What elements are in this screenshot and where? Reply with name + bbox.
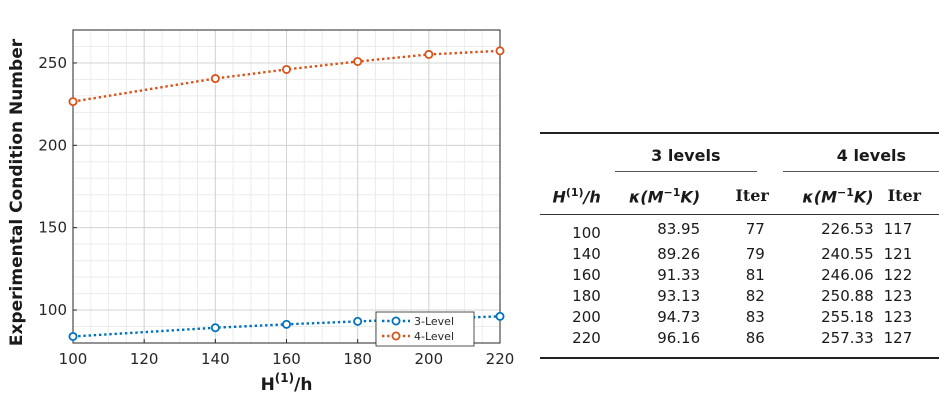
header-kappa-3: κ(M−1K) <box>628 185 701 206</box>
data-point <box>495 46 505 56</box>
table-cell: 91.33 <box>657 266 701 284</box>
table-row: 220 96.16 86 257.33 127 <box>540 328 939 349</box>
condition-number-chart: 100 120 140 160 180 200 220 100 150 200 250 Experi… <box>7 29 514 395</box>
table-row: 140 89.26 79 240.55 121 <box>540 244 939 265</box>
table-cell: 240.55 <box>821 245 874 263</box>
table-cell: 160 <box>572 266 601 284</box>
table-cell: 246.06 <box>821 266 874 284</box>
y-axis-label: Experimental Condition Number <box>7 38 27 346</box>
table-cell: 122 <box>883 266 913 284</box>
data-point <box>353 56 363 66</box>
group-header-3-levels: 3 levels <box>601 133 769 178</box>
data-point <box>281 319 291 329</box>
legend: 3-Level 4-Level <box>375 311 475 347</box>
table-cell: 255.18 <box>821 308 874 326</box>
table-row: 100 83.95 77 226.53 117 <box>540 214 939 244</box>
data-point <box>68 331 78 341</box>
table-cell: 220 <box>572 329 601 347</box>
data-point <box>353 316 363 326</box>
table-cell: 94.73 <box>657 308 701 326</box>
table-row: 180 93.13 82 250.88 123 <box>540 286 939 307</box>
axis-ticks: 100 120 140 160 180 200 220 100 150 200 250 <box>38 54 514 368</box>
data-point <box>68 97 78 107</box>
x-tick-label: 200 <box>415 350 444 368</box>
table-cell: 93.13 <box>657 287 701 305</box>
legend-label: 4-Level <box>414 330 454 343</box>
table-cell: 123 <box>883 308 913 326</box>
table-cell: 140 <box>572 245 601 263</box>
table-cell: 86 <box>745 329 765 347</box>
x-tick-label: 160 <box>272 350 301 368</box>
x-axis-label: H(1)/h <box>261 371 313 395</box>
table-cell: 257.33 <box>821 329 874 347</box>
x-tick-label: 120 <box>130 350 159 368</box>
y-tick-label: 200 <box>38 136 67 154</box>
x-tick-label: 100 <box>59 350 88 368</box>
legend-box <box>375 311 475 347</box>
legend-marker <box>391 316 401 326</box>
table-cell: 82 <box>745 287 765 305</box>
x-tick-label: 220 <box>486 350 515 368</box>
y-tick-label: 250 <box>38 54 67 72</box>
series-line <box>72 49 501 103</box>
table-cell: 180 <box>572 287 601 305</box>
table-cell: 83 <box>745 308 765 326</box>
results-table: 3 levels 4 levels H(1)/h κ(M−1K) Iter κ(… <box>540 132 939 359</box>
table-cell: 226.53 <box>821 220 874 238</box>
table-cell: 89.26 <box>657 245 701 263</box>
legend-label: 3-Level <box>414 315 454 328</box>
series-4-level <box>68 46 505 107</box>
table-cell: 100 <box>572 224 601 242</box>
group-header-4-levels: 4 levels <box>769 133 939 178</box>
header-iter-3: Iter <box>735 186 769 206</box>
data-point <box>210 323 220 333</box>
header-iter-4: Iter <box>887 186 922 206</box>
header-h-ratio: H(1)/h <box>552 185 601 206</box>
legend-marker <box>391 331 401 341</box>
table-cell: 81 <box>745 266 765 284</box>
table-cell: 77 <box>745 220 765 238</box>
data-point <box>281 64 291 74</box>
x-tick-label: 140 <box>201 350 230 368</box>
data-point <box>210 74 220 84</box>
x-tick-label: 180 <box>343 350 372 368</box>
y-tick-label: 150 <box>38 219 67 237</box>
table-cell: 127 <box>883 329 913 347</box>
major-grid <box>72 30 501 343</box>
table-cell: 200 <box>572 308 601 326</box>
corner-cell <box>540 133 601 178</box>
table-cell: 96.16 <box>657 329 701 347</box>
table-cell: 250.88 <box>821 287 874 305</box>
table-cell: 123 <box>883 287 913 305</box>
data-point <box>424 49 434 59</box>
table-cell: 117 <box>883 220 913 238</box>
series-layer <box>68 46 505 341</box>
header-kappa-4: κ(M−1K) <box>802 185 874 206</box>
table-cell: 79 <box>745 245 765 263</box>
table-cell: 121 <box>883 245 913 263</box>
table-cell: 83.95 <box>657 220 701 238</box>
table-row: 200 94.73 83 255.18 123 <box>540 307 939 328</box>
data-point <box>495 311 505 321</box>
y-tick-label: 100 <box>38 301 67 319</box>
table-row: 160 91.33 81 246.06 122 <box>540 265 939 286</box>
